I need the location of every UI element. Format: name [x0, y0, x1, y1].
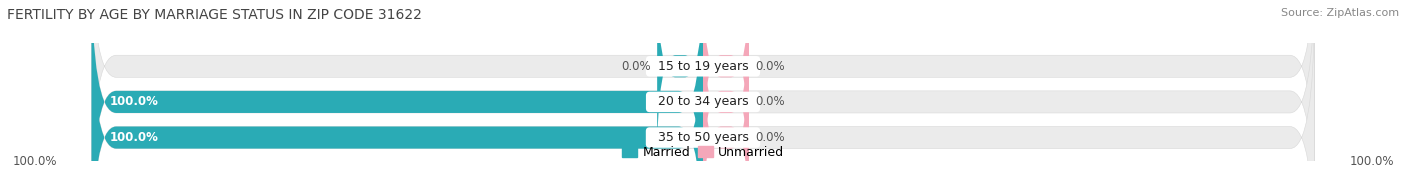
Text: Source: ZipAtlas.com: Source: ZipAtlas.com — [1281, 8, 1399, 18]
Text: 15 to 19 years: 15 to 19 years — [650, 60, 756, 73]
Text: 0.0%: 0.0% — [755, 95, 785, 108]
Text: 35 to 50 years: 35 to 50 years — [650, 131, 756, 144]
FancyBboxPatch shape — [657, 0, 703, 162]
FancyBboxPatch shape — [91, 0, 703, 196]
FancyBboxPatch shape — [91, 0, 1315, 196]
Text: 0.0%: 0.0% — [621, 60, 651, 73]
FancyBboxPatch shape — [703, 0, 749, 162]
Text: 100.0%: 100.0% — [110, 95, 159, 108]
Text: 20 to 34 years: 20 to 34 years — [650, 95, 756, 108]
Text: 0.0%: 0.0% — [755, 131, 785, 144]
FancyBboxPatch shape — [91, 6, 703, 196]
Legend: Married, Unmarried: Married, Unmarried — [617, 141, 789, 164]
Text: 100.0%: 100.0% — [1350, 155, 1393, 168]
FancyBboxPatch shape — [703, 6, 749, 196]
FancyBboxPatch shape — [91, 0, 1315, 196]
FancyBboxPatch shape — [91, 6, 1315, 196]
Text: 100.0%: 100.0% — [110, 131, 159, 144]
Text: FERTILITY BY AGE BY MARRIAGE STATUS IN ZIP CODE 31622: FERTILITY BY AGE BY MARRIAGE STATUS IN Z… — [7, 8, 422, 22]
Text: 0.0%: 0.0% — [755, 60, 785, 73]
Text: 100.0%: 100.0% — [13, 155, 56, 168]
FancyBboxPatch shape — [703, 42, 749, 196]
